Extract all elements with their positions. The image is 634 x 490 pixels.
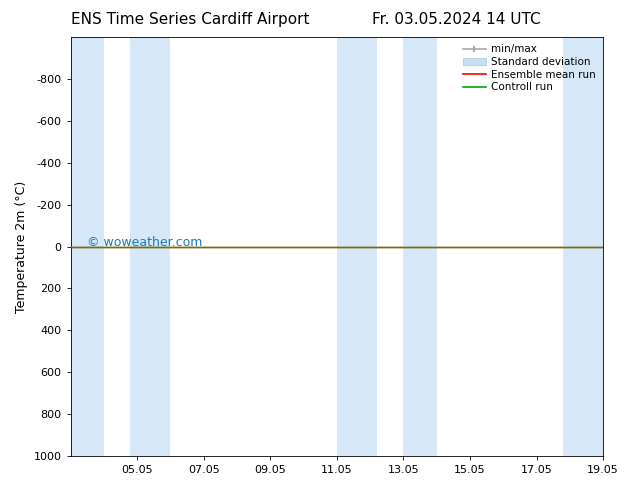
Text: © woweather.com: © woweather.com: [87, 236, 202, 248]
Bar: [563, 37, 603, 456]
Text: ENS Time Series Cardiff Airport: ENS Time Series Cardiff Airport: [71, 12, 309, 27]
Y-axis label: Temperature 2m (°C): Temperature 2m (°C): [15, 180, 28, 313]
Bar: [70, 37, 104, 456]
Bar: [131, 37, 171, 456]
Bar: [403, 37, 437, 456]
Text: Fr. 03.05.2024 14 UTC: Fr. 03.05.2024 14 UTC: [372, 12, 541, 27]
Legend: min/max, Standard deviation, Ensemble mean run, Controll run: min/max, Standard deviation, Ensemble me…: [459, 40, 600, 97]
Bar: [337, 37, 377, 456]
